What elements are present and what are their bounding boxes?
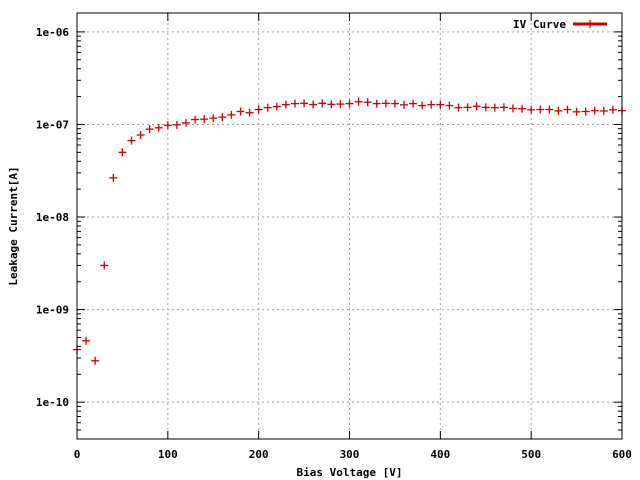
data-point <box>599 106 608 115</box>
axis-ticks <box>76 13 623 439</box>
y-tick-label: 1e-08 <box>36 211 69 224</box>
x-tick-label: 500 <box>521 448 541 461</box>
data-point <box>608 105 617 114</box>
data-point <box>300 99 309 108</box>
data-point <box>281 100 290 109</box>
x-tick-label: 600 <box>612 448 632 461</box>
y-axis-tick-labels: 1e-10 1e-09 1e-08 1e-07 1e-06 <box>36 26 69 409</box>
data-point <box>427 100 436 109</box>
data-point <box>182 118 190 127</box>
x-tick-label: 100 <box>158 448 178 461</box>
data-point <box>227 110 236 119</box>
y-tick-label: 1e-07 <box>36 118 69 131</box>
data-point <box>472 102 481 111</box>
data-point <box>418 101 427 110</box>
data-point <box>499 103 508 112</box>
x-tick-label: 400 <box>430 448 450 461</box>
data-point <box>154 123 163 132</box>
data-point <box>363 98 372 107</box>
data-point <box>109 173 118 182</box>
data-point <box>527 105 536 114</box>
legend: IV Curve <box>513 18 607 31</box>
data-point <box>372 99 381 108</box>
data-point <box>490 103 499 112</box>
data-point <box>518 104 527 113</box>
data-point <box>463 103 472 112</box>
data-point <box>318 99 327 108</box>
data-point <box>291 99 299 108</box>
x-axis-tick-labels: 0 100 200 300 400 500 600 <box>74 448 632 461</box>
data-point <box>554 106 563 115</box>
data-point <box>172 120 181 129</box>
data-point <box>145 125 154 134</box>
data-point <box>272 102 281 111</box>
data-point <box>209 114 218 123</box>
data-point <box>572 107 581 116</box>
data-point <box>381 99 390 108</box>
data-point <box>263 103 272 112</box>
data-point <box>581 107 590 116</box>
data-point <box>545 105 554 114</box>
data-point <box>254 105 263 114</box>
data-point <box>118 148 127 157</box>
data-point <box>309 100 318 109</box>
data-point <box>345 99 354 108</box>
data-point <box>200 115 209 124</box>
plot-frame <box>76 12 623 440</box>
y-tick-label: 1e-06 <box>36 26 69 39</box>
data-point <box>127 136 136 145</box>
data-point <box>445 101 454 110</box>
data-point <box>82 336 91 345</box>
y-axis-title: Leakage Current[A] <box>7 166 20 285</box>
data-point <box>163 121 172 130</box>
data-point <box>390 99 399 108</box>
data-point <box>100 261 109 270</box>
data-point <box>509 104 517 113</box>
data-point <box>481 103 490 112</box>
data-point <box>191 115 200 124</box>
data-point <box>409 99 418 108</box>
data-point <box>336 100 345 109</box>
legend-plus-marker <box>586 20 594 28</box>
data-point <box>400 100 408 109</box>
y-tick-label: 1e-10 <box>36 396 69 409</box>
data-point <box>327 100 336 109</box>
data-point <box>454 103 463 112</box>
data-point <box>245 108 254 117</box>
x-tick-label: 300 <box>340 448 360 461</box>
legend-label: IV Curve <box>513 18 566 31</box>
legend-marker <box>586 20 594 28</box>
data-point <box>354 97 363 106</box>
x-tick-label: 200 <box>249 448 269 461</box>
y-tick-label: 1e-09 <box>36 304 69 317</box>
x-tick-label: 0 <box>74 448 81 461</box>
x-axis-title: Bias Voltage [V] <box>297 466 403 479</box>
data-point <box>91 356 100 365</box>
data-point <box>436 100 445 109</box>
data-point <box>563 105 572 114</box>
data-point <box>136 130 145 139</box>
data-point <box>218 113 227 122</box>
data-point <box>590 106 599 115</box>
data-point <box>536 105 545 114</box>
data-point <box>236 107 245 116</box>
